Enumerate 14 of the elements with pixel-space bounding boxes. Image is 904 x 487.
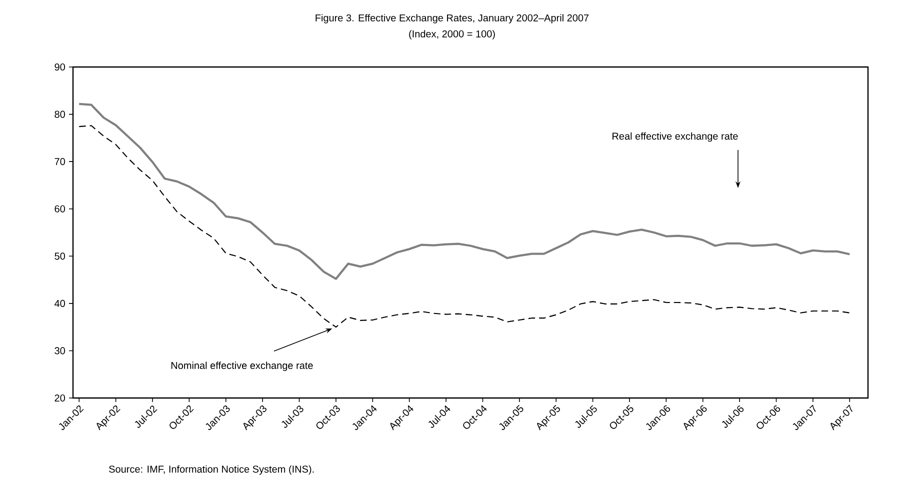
y-tick-label: 30 [54,347,66,354]
chart-subtitle: (Index, 2000 = 100) [409,30,495,40]
chart-title: Figure 3. Effective Exchange Rates, January 2002–April 2007 [316,14,589,24]
y-tick-label: 60 [54,205,66,212]
y-tick-label: 40 [54,300,66,307]
y-tick-label: 50 [54,252,66,260]
y-tick-label: 80 [54,110,66,118]
y-tick-label: 90 [54,63,66,71]
line-series [78,102,851,280]
annotation: Real effective exchange rate [612,132,738,142]
y-tick-label: 20 [54,394,66,402]
annotation: Nominal effective exchange rate [171,362,313,371]
source-note: Source: IMF, Information Notice System (INS). [109,465,314,475]
y-tick-label: 70 [54,158,66,166]
